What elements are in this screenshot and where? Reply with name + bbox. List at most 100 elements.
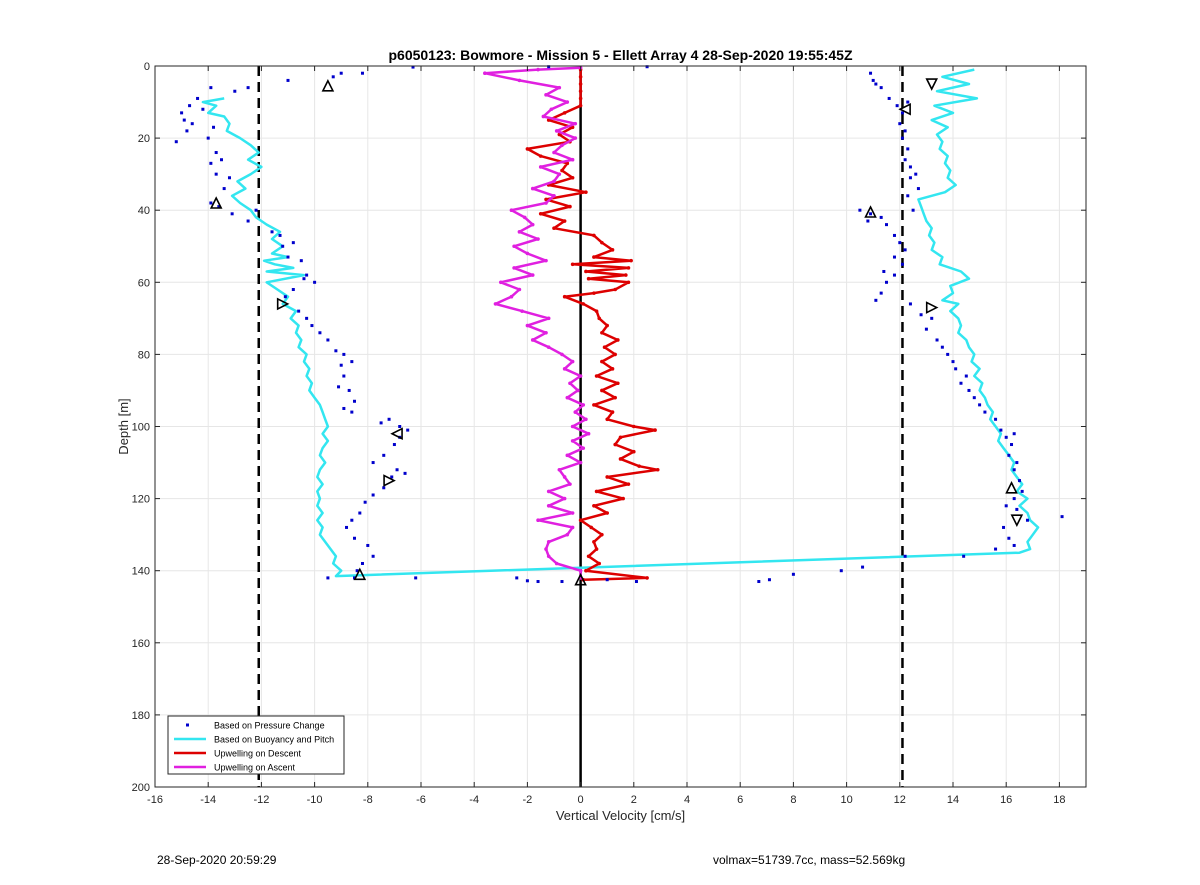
triangle-marker xyxy=(925,301,939,314)
pressure-point xyxy=(887,96,891,100)
triangle-marker xyxy=(353,567,367,581)
series-point xyxy=(618,457,623,461)
pressure-point xyxy=(908,165,912,169)
series-point xyxy=(605,475,609,479)
pressure-point xyxy=(999,428,1003,432)
pressure-point xyxy=(283,295,287,299)
pressure-point xyxy=(371,554,375,558)
series-point xyxy=(645,576,649,580)
series-point xyxy=(560,168,564,173)
pressure-point xyxy=(180,111,184,115)
pressure-point xyxy=(900,262,904,266)
series-point xyxy=(517,230,522,234)
series-point xyxy=(525,251,530,256)
series-point xyxy=(565,453,570,458)
series-point xyxy=(560,143,564,148)
series-point xyxy=(637,464,641,468)
pressure-point xyxy=(313,280,317,284)
pressure-point xyxy=(342,352,346,356)
pressure-point xyxy=(903,248,907,252)
x-tick-label: 2 xyxy=(631,794,637,806)
pressure-point xyxy=(214,172,218,176)
pressure-point xyxy=(382,453,386,457)
pressure-point xyxy=(214,151,218,155)
series-point xyxy=(600,240,604,245)
pressure-point xyxy=(911,208,915,212)
pressure-point xyxy=(286,255,290,259)
pressure-point xyxy=(605,578,609,582)
pressure-point xyxy=(299,259,303,263)
pressure-point xyxy=(983,410,987,414)
series-point xyxy=(570,175,575,180)
pressure-point xyxy=(962,554,966,558)
series-point xyxy=(600,388,604,393)
pressure-point xyxy=(1020,489,1024,493)
series-point xyxy=(546,554,551,559)
series-point xyxy=(592,504,596,508)
pressure-point xyxy=(1007,453,1011,457)
series-point xyxy=(544,547,548,551)
series-point xyxy=(562,475,567,479)
y-tick-label: 160 xyxy=(132,638,150,650)
series-point xyxy=(600,330,604,335)
pressure-point xyxy=(525,579,529,583)
x-tick-label: 4 xyxy=(684,794,690,806)
pressure-point xyxy=(305,316,309,320)
pressure-point xyxy=(363,500,367,504)
pressure-point xyxy=(892,273,896,277)
series-point xyxy=(562,219,567,223)
series-point xyxy=(594,374,599,378)
pressure-point xyxy=(906,147,910,151)
series-point xyxy=(565,161,570,166)
x-tick-label: -6 xyxy=(416,794,426,806)
series-point xyxy=(600,532,604,537)
pressure-point xyxy=(379,421,383,425)
pressure-point xyxy=(182,118,186,122)
series-point xyxy=(562,294,567,299)
pressure-point xyxy=(858,208,862,212)
pressure-point xyxy=(879,215,883,219)
pressure-point xyxy=(874,82,878,86)
pressure-point xyxy=(209,201,213,205)
series-point xyxy=(538,154,543,158)
pressure-point xyxy=(358,511,362,515)
series-point xyxy=(544,258,548,263)
series-point xyxy=(605,511,609,515)
pressure-point xyxy=(903,554,907,558)
pressure-point xyxy=(334,349,338,353)
y-tick-label: 100 xyxy=(132,422,150,434)
grid xyxy=(154,65,1086,788)
series-point xyxy=(605,323,609,328)
series-point xyxy=(626,482,631,486)
series-point xyxy=(600,359,604,364)
pressure-point xyxy=(839,569,843,573)
series-point xyxy=(549,107,554,112)
chart-title: p6050123: Bowmore - Mission 5 - Ellett A… xyxy=(388,47,852,63)
pressure-point xyxy=(310,324,314,328)
pressure-point xyxy=(879,291,883,295)
series-point xyxy=(536,67,540,72)
series-point xyxy=(610,410,615,414)
pressure-point xyxy=(411,65,415,69)
pressure-point xyxy=(959,381,963,385)
pressure-point xyxy=(895,104,899,108)
pressure-point xyxy=(885,223,888,227)
series-point xyxy=(592,255,596,259)
series-point xyxy=(568,204,572,209)
pressure-point xyxy=(1007,536,1011,540)
series-point xyxy=(530,273,535,277)
series-point xyxy=(573,136,578,140)
pressure-point xyxy=(882,269,886,273)
pressure-point xyxy=(281,244,285,248)
series-point xyxy=(578,75,583,79)
series-point xyxy=(621,496,625,501)
pressure-point xyxy=(246,219,250,223)
series-point xyxy=(613,287,617,292)
series-point xyxy=(525,323,530,328)
y-tick-label: 80 xyxy=(138,349,150,361)
pressure-point xyxy=(350,360,354,364)
pressure-point xyxy=(757,580,761,584)
pressure-point xyxy=(342,406,346,410)
pressure-point xyxy=(940,345,944,349)
pressure-point xyxy=(254,208,258,212)
